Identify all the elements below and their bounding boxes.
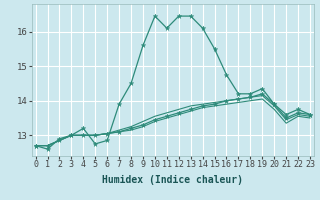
- X-axis label: Humidex (Indice chaleur): Humidex (Indice chaleur): [102, 175, 243, 185]
